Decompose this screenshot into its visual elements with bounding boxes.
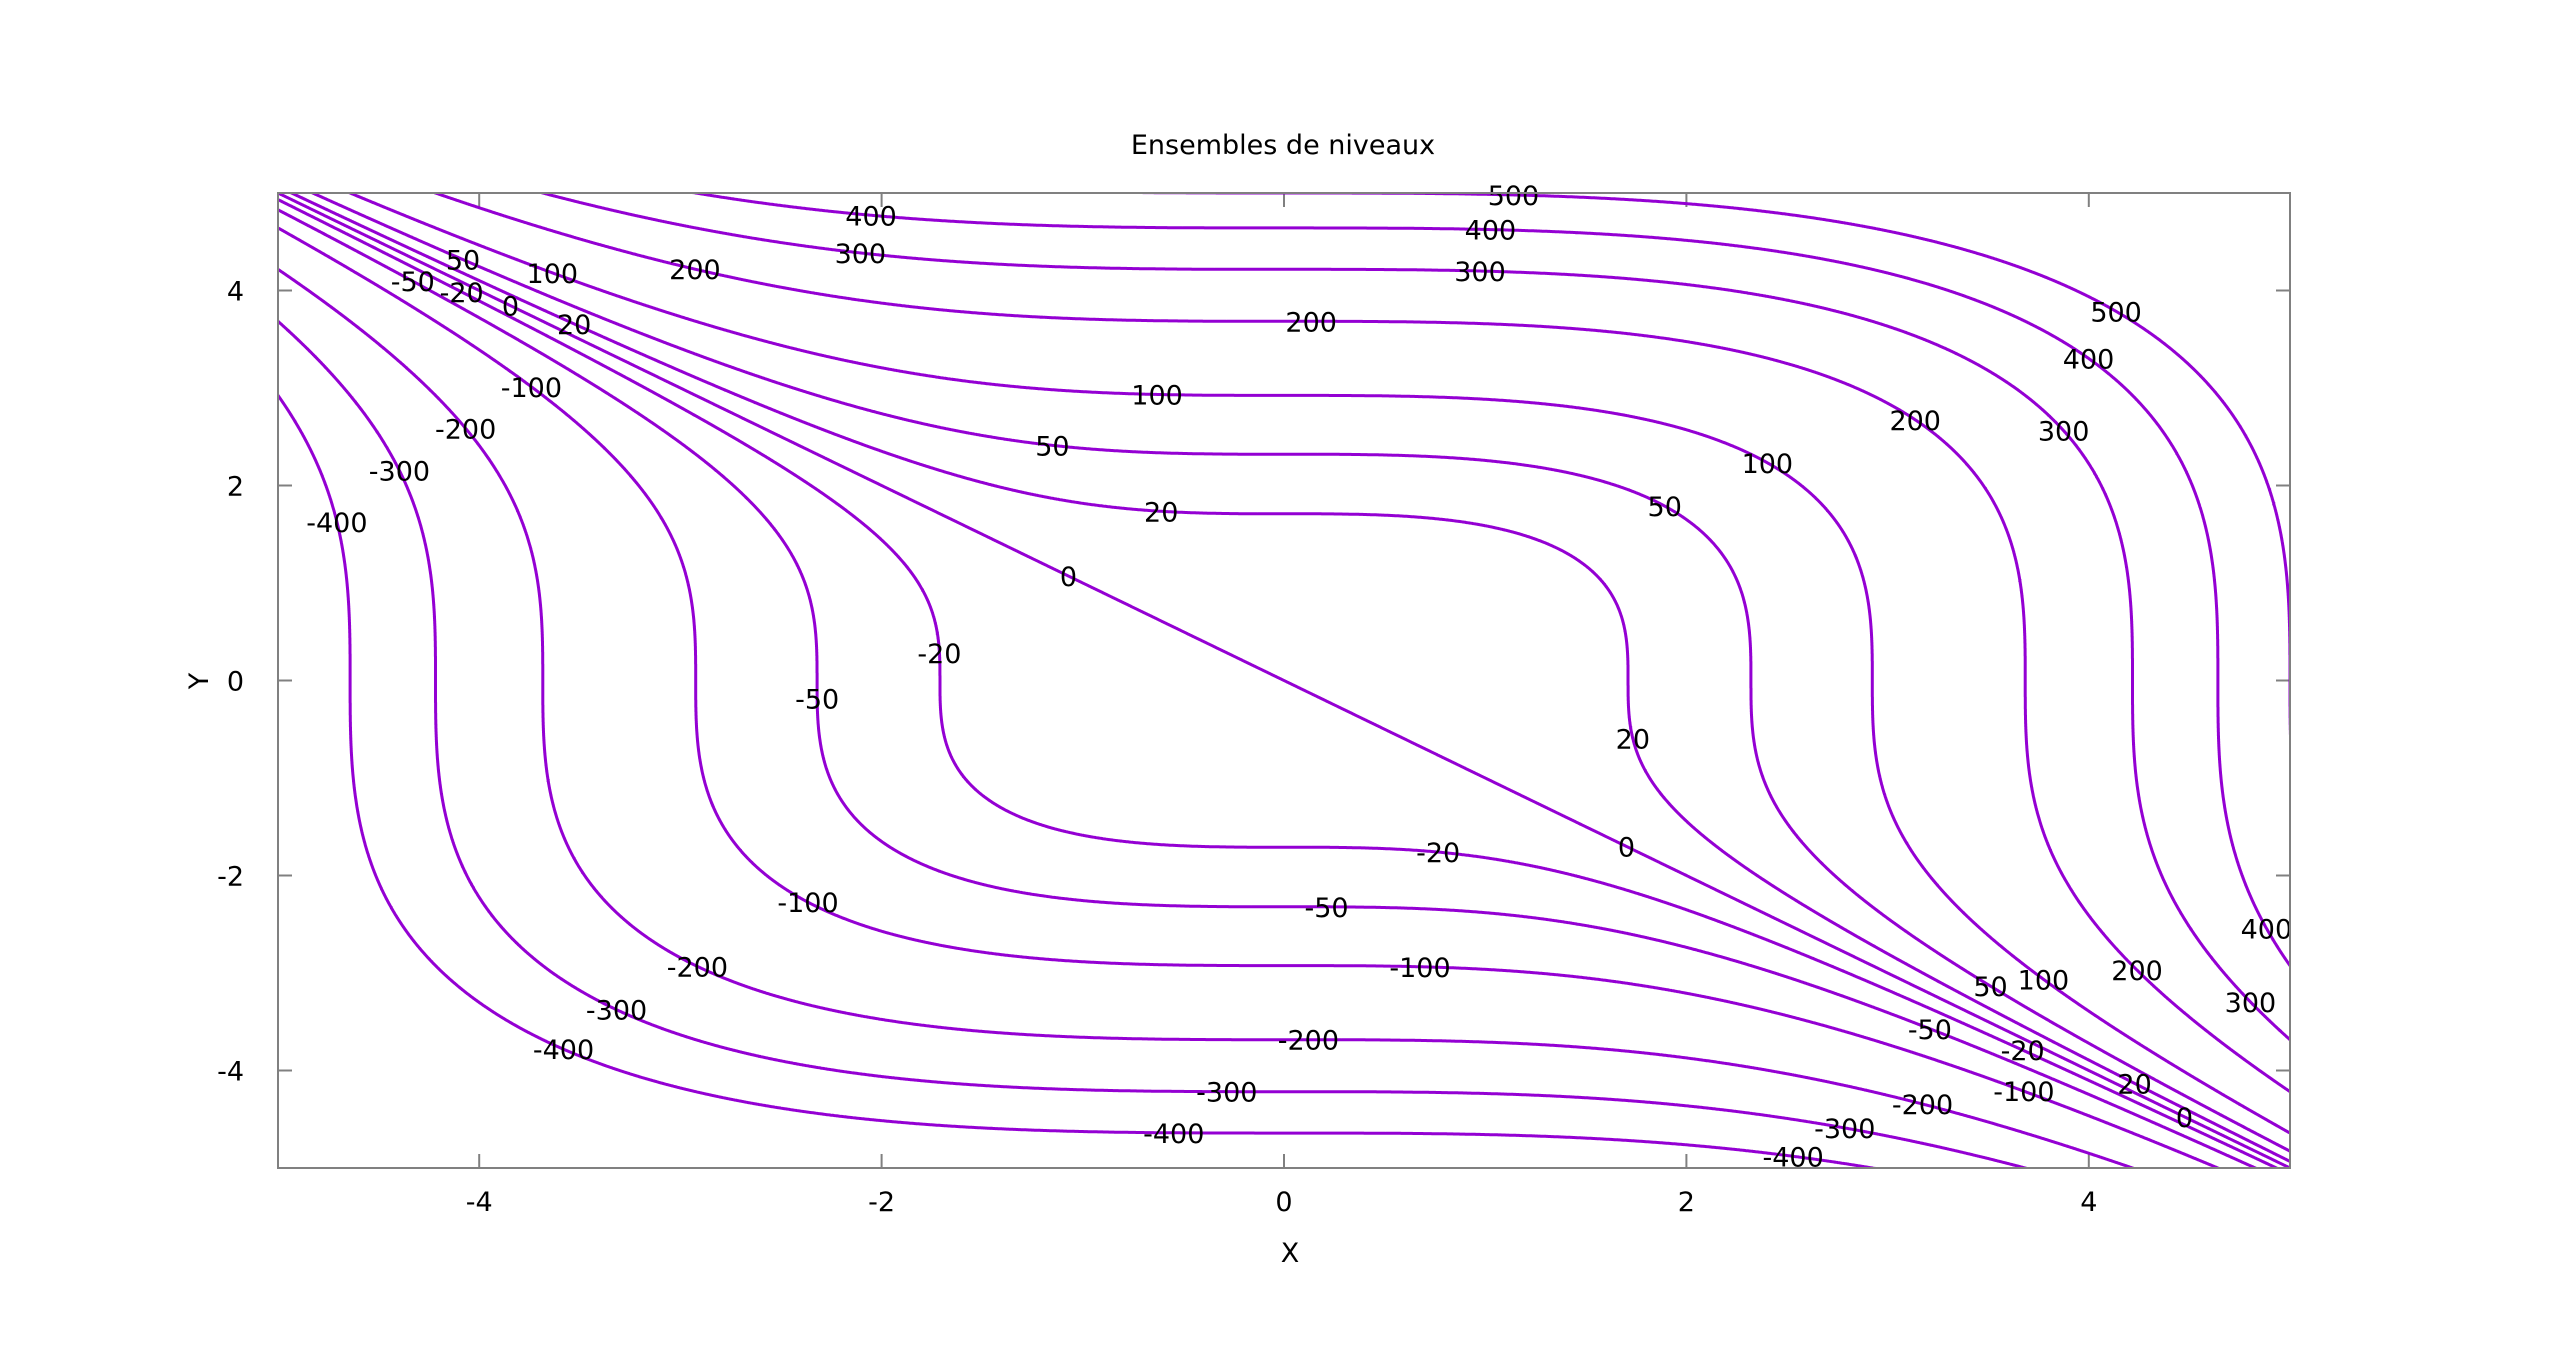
contour-label: -100 xyxy=(1389,953,1450,984)
contour-label: 500 xyxy=(2090,297,2142,328)
contour-label: 300 xyxy=(1454,257,1506,288)
contour-label: -400 xyxy=(533,1035,594,1066)
contour-label: 0 xyxy=(502,292,519,323)
contour-labels: -400-400-400-400-300-300-300-300-200-200… xyxy=(306,181,2292,1173)
contour-label: 0 xyxy=(2176,1103,2193,1134)
contour-label: 100 xyxy=(527,259,579,290)
contour-line--400 xyxy=(278,392,1882,1168)
contour-label: 300 xyxy=(835,239,887,270)
contour-line-100 xyxy=(346,193,2290,1135)
contour-label: 50 xyxy=(446,246,480,277)
y-tick-label: -4 xyxy=(217,1057,244,1088)
contour-label: -300 xyxy=(1814,1114,1875,1145)
chart-title: Ensembles de niveaux xyxy=(1131,130,1435,161)
contour-label: 20 xyxy=(1144,497,1178,528)
contour-label: 100 xyxy=(1131,380,1183,411)
plot-border xyxy=(277,192,2291,1169)
contour-label: -200 xyxy=(1892,1090,1953,1121)
contour-label: 400 xyxy=(2063,344,2115,375)
contour-label: -300 xyxy=(369,457,430,488)
contour-line-0 xyxy=(278,193,2290,1168)
contour-label: 20 xyxy=(1616,725,1650,756)
contour-label: 20 xyxy=(557,310,591,341)
contour-lines xyxy=(278,193,2290,1168)
contour-line--300 xyxy=(278,319,2032,1168)
y-tick-label: -2 xyxy=(217,862,244,893)
contour-label: 500 xyxy=(1488,181,1540,212)
contour-label: 100 xyxy=(1742,449,1794,480)
contour-label: 200 xyxy=(669,255,721,286)
contour-label: -100 xyxy=(501,373,562,404)
y-tick-label: 4 xyxy=(227,277,244,308)
contour-line-500 xyxy=(1070,193,2290,762)
x-tick-label: -4 xyxy=(466,1187,493,1218)
contour-label: 300 xyxy=(2038,417,2090,448)
x-axis-label: X xyxy=(1281,1238,1300,1269)
contour-label: -300 xyxy=(586,996,647,1027)
contour-label: -300 xyxy=(1196,1078,1257,1109)
contour-label: -200 xyxy=(667,952,728,983)
contour-label: -200 xyxy=(435,414,496,445)
contour-label: -20 xyxy=(440,278,484,309)
contour-line-300 xyxy=(536,193,2290,1042)
contour-label: -20 xyxy=(2001,1036,2045,1067)
contour-label: -400 xyxy=(1143,1119,1204,1150)
contour-line--20 xyxy=(278,197,2280,1168)
x-tick-label: 0 xyxy=(1275,1187,1292,1218)
contour-label: 300 xyxy=(2225,988,2277,1019)
contour-label: -20 xyxy=(1416,838,1460,869)
contour-label: -50 xyxy=(795,684,839,715)
contour-label: 200 xyxy=(1889,406,1941,437)
x-tick-label: 2 xyxy=(1678,1187,1695,1218)
contour-line-50 xyxy=(309,193,2290,1153)
contour-label: -50 xyxy=(391,267,435,298)
contour-label: 50 xyxy=(1035,431,1069,462)
contour-label: -100 xyxy=(777,888,838,919)
contour-line-400 xyxy=(686,193,2290,969)
contour-label: 400 xyxy=(845,201,897,232)
contour-line-200 xyxy=(430,193,2290,1094)
contour-label: 50 xyxy=(1648,492,1682,523)
contour-label: 0 xyxy=(1060,562,1077,593)
y-axis-label: Y xyxy=(184,672,215,690)
contour-label: 400 xyxy=(2241,914,2293,945)
contour-label: 200 xyxy=(1285,307,1337,338)
contour-line-20 xyxy=(288,193,2290,1164)
contour-label: -20 xyxy=(917,639,961,670)
contour-label: 0 xyxy=(1618,832,1635,863)
contour-label: 50 xyxy=(1973,972,2007,1003)
y-tick-label: 0 xyxy=(227,667,244,698)
contour-line--100 xyxy=(278,226,2222,1168)
contour-line--50 xyxy=(278,208,2259,1168)
contour-line--200 xyxy=(278,267,2138,1168)
contour-label: 100 xyxy=(2018,965,2070,996)
x-tick-label: 4 xyxy=(2080,1187,2097,1218)
contour-label: -50 xyxy=(1304,893,1348,924)
contour-label: 400 xyxy=(1465,216,1517,247)
x-tick-label: -2 xyxy=(868,1187,895,1218)
contour-label: 20 xyxy=(2117,1069,2151,1100)
contour-label: 200 xyxy=(2111,956,2163,987)
y-tick-label: 2 xyxy=(227,472,244,503)
contour-label: -200 xyxy=(1278,1026,1339,1057)
contour-label: -50 xyxy=(1908,1015,1952,1046)
contour-label: -400 xyxy=(306,508,367,539)
contour-label: -100 xyxy=(1993,1077,2054,1108)
